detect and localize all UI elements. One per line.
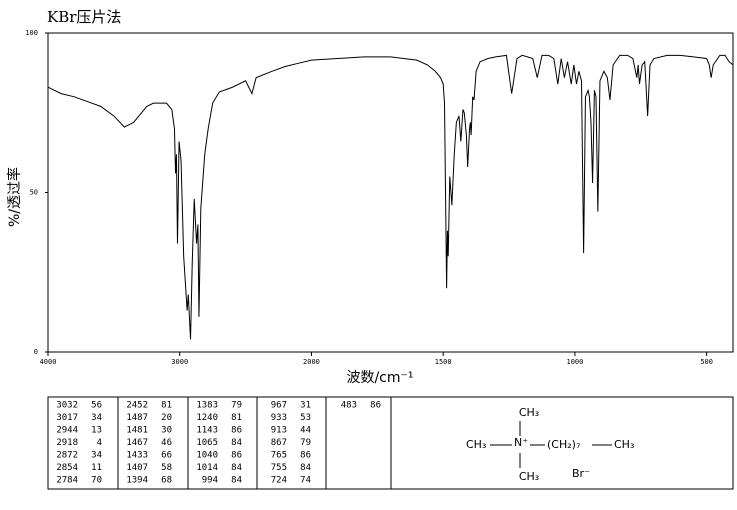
peak-transmittance: 4	[97, 438, 102, 448]
peak-transmittance: 34	[91, 413, 102, 423]
x-tick-label: 500	[700, 358, 713, 366]
peak-wavenumber: 2944	[56, 426, 78, 436]
peak-wavenumber: 1065	[196, 438, 218, 448]
peak-wavenumber: 994	[202, 476, 218, 486]
peak-transmittance: 86	[231, 451, 242, 461]
peak-transmittance: 53	[300, 413, 311, 423]
peak-transmittance: 46	[161, 438, 172, 448]
peak-transmittance: 44	[300, 426, 311, 436]
structure-top: CH₃	[519, 406, 539, 419]
peak-wavenumber: 724	[271, 476, 287, 486]
peak-transmittance: 79	[300, 438, 311, 448]
peak-wavenumber: 1433	[126, 451, 148, 461]
peak-transmittance: 20	[161, 413, 172, 423]
peak-wavenumber: 2872	[56, 451, 78, 461]
y-axis-label: %/透过率	[6, 167, 23, 227]
peak-transmittance: 31	[300, 401, 311, 411]
x-tick-label: 1000	[566, 358, 583, 366]
spectrum-line	[47, 54, 734, 340]
peak-wavenumber: 1014	[196, 463, 218, 473]
structure-anion: Br⁻	[572, 467, 590, 480]
y-tick-label: 0	[34, 348, 38, 356]
peak-wavenumber: 1040	[196, 451, 218, 461]
peak-transmittance: 81	[231, 413, 242, 423]
peak-transmittance: 34	[91, 451, 102, 461]
peak-transmittance: 74	[300, 476, 311, 486]
structure-left: CH₃	[466, 438, 486, 451]
peak-transmittance: 84	[231, 463, 242, 473]
peak-wavenumber: 933	[271, 413, 287, 423]
x-tick-label: 3000	[171, 358, 188, 366]
peak-wavenumber: 1467	[126, 438, 148, 448]
peak-wavenumber: 483	[341, 401, 357, 411]
peak-transmittance: 70	[91, 476, 102, 486]
peak-transmittance: 84	[231, 438, 242, 448]
table-dividers	[117, 397, 392, 489]
structure-bottom: CH₃	[519, 470, 539, 483]
structure-center: N⁺	[514, 436, 528, 449]
peak-transmittance: 30	[161, 426, 172, 436]
peak-wavenumber: 1394	[126, 476, 148, 486]
x-tick-label: 4000	[40, 358, 57, 366]
peak-transmittance: 11	[91, 463, 102, 473]
y-tick-label: 100	[25, 29, 38, 37]
peak-transmittance: 86	[370, 401, 381, 411]
peak-wavenumber: 1407	[126, 463, 148, 473]
x-tick-label: 2000	[303, 358, 320, 366]
structure-right: CH₃	[614, 438, 634, 451]
peak-transmittance: 13	[91, 426, 102, 436]
peak-wavenumber: 1143	[196, 426, 218, 436]
peak-transmittance: 58	[161, 463, 172, 473]
plot-frame	[47, 32, 734, 353]
peak-wavenumber: 1487	[126, 413, 148, 423]
structure-chain: (CH₂)₇	[547, 438, 580, 451]
x-tick-label: 1500	[435, 358, 452, 366]
peak-transmittance: 86	[300, 451, 311, 461]
peak-wavenumber: 755	[271, 463, 287, 473]
peak-wavenumber: 1383	[196, 401, 218, 411]
peak-wavenumber: 967	[271, 401, 287, 411]
peak-transmittance: 66	[161, 451, 172, 461]
peak-wavenumber: 2918	[56, 438, 78, 448]
peak-transmittance: 56	[91, 401, 102, 411]
structure: CH₃ CH₃ N⁺ (CH₂)₇ CH₃ CH₃ Br⁻	[466, 406, 634, 483]
peak-wavenumber: 913	[271, 426, 287, 436]
y-tick-label: 50	[30, 189, 38, 197]
peak-transmittance: 81	[161, 401, 172, 411]
peak-wavenumber: 867	[271, 438, 287, 448]
peak-transmittance: 84	[300, 463, 311, 473]
chart-title: KBr压片法	[47, 8, 121, 26]
x-axis-label: 波数/cm⁻¹	[346, 370, 413, 386]
peak-transmittance: 84	[231, 476, 242, 486]
peak-wavenumber: 2784	[56, 476, 78, 486]
peak-transmittance: 68	[161, 476, 172, 486]
peak-wavenumber: 3032	[56, 401, 78, 411]
peak-wavenumber: 2452	[126, 401, 148, 411]
peak-wavenumber: 2854	[56, 463, 78, 473]
peak-wavenumber: 1240	[196, 413, 218, 423]
peak-transmittance: 79	[231, 401, 242, 411]
peak-transmittance: 86	[231, 426, 242, 436]
peak-wavenumber: 765	[271, 451, 287, 461]
peak-wavenumber: 3017	[56, 413, 78, 423]
peak-wavenumber: 1481	[126, 426, 148, 436]
